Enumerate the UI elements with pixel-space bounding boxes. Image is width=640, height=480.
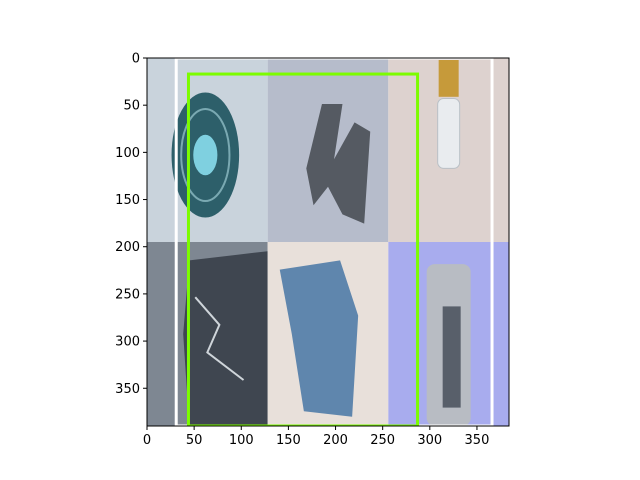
tile-object [279,260,359,417]
tile-aluminium-foil [147,242,268,426]
x-tick-label: 50 [186,433,203,448]
tile-beverage-can [388,242,509,426]
tile-object [193,134,218,176]
y-axis: 0 50 100 150 200 250 300 350 [115,52,147,397]
tile-glass-dish [147,58,268,242]
x-tick-label: 100 [229,433,254,448]
y-tick-label: 200 [115,240,140,255]
tile-object [194,296,245,381]
bounding-box-1 [174,58,494,426]
y-tick-label: 350 [115,382,140,397]
tile-metal-letter [267,58,389,242]
tile-object [437,97,461,169]
x-axis: 0 50 100 150 200 250 300 350 [143,426,490,448]
tile-object [183,251,268,426]
x-tick-label: 150 [276,433,301,448]
tile-plastic-bottle [388,58,509,242]
tile-blue-cardboard [267,242,389,426]
axes-frame [146,57,510,427]
x-tick-label: 250 [370,433,395,448]
y-tick-label: 250 [115,287,140,302]
y-tick-label: 0 [132,52,140,67]
x-tick-label: 300 [417,433,442,448]
x-tick-label: 200 [323,433,348,448]
tile-object [306,104,371,224]
y-tick-label: 300 [115,335,140,350]
y-tick-label: 50 [123,99,140,114]
tile-object [438,60,459,97]
tile-object [180,108,231,202]
x-tick-label: 0 [143,433,151,448]
y-tick-label: 150 [115,193,140,208]
tile-object [442,306,461,408]
bounding-boxes [174,58,494,426]
image-tiles [147,58,509,426]
bounding-box-2 [186,72,420,426]
y-tick-label: 100 [115,146,140,161]
x-tick-label: 350 [465,433,490,448]
